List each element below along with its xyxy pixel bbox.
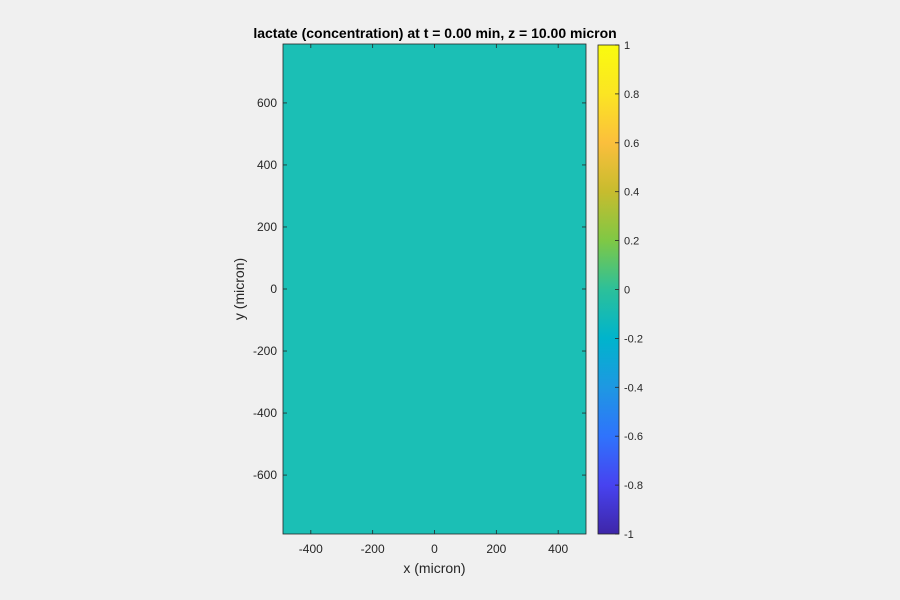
colorbar-tick-label: -0.6 xyxy=(624,431,643,443)
colorbar-tick-label: -0.4 xyxy=(624,382,643,394)
y-tick-label: 600 xyxy=(257,96,277,110)
heatmap-field xyxy=(283,44,586,534)
x-tick-label: -400 xyxy=(299,542,323,556)
colorbar-tick-label: 0.4 xyxy=(624,187,639,199)
y-tick-label: -600 xyxy=(253,468,277,482)
y-tick-label: -200 xyxy=(253,344,277,358)
x-axis-ticks: -400 -200 0 200 400 xyxy=(299,44,569,556)
colorbar-tick-label: 0.2 xyxy=(624,236,639,248)
colorbar-tick-label: -1 xyxy=(624,529,634,541)
colorbar-tick-label: 1 xyxy=(624,40,630,52)
chart-title: lactate (concentration) at t = 0.00 min,… xyxy=(253,25,616,41)
x-tick-label: -200 xyxy=(361,542,385,556)
x-axis-label: x (micron) xyxy=(403,560,465,576)
y-tick-label: 0 xyxy=(270,282,277,296)
plot-axes-box xyxy=(282,43,587,535)
colorbar-tick-label: 0.8 xyxy=(624,89,639,101)
y-tick-label: -400 xyxy=(253,406,277,420)
colorbar-tick-label: 0.6 xyxy=(624,138,639,150)
x-tick-label: 400 xyxy=(548,542,568,556)
colorbar-tick-label: -0.8 xyxy=(624,480,643,492)
y-axis-label: y (micron) xyxy=(231,258,247,320)
colorbar-ticks: -1 -0.8 -0.6 -0.4 -0.2 0 0.2 0.4 0.6 0.8 1 xyxy=(615,40,643,541)
y-tick-label: 400 xyxy=(257,158,277,172)
colorbar-tick-label: 0 xyxy=(624,285,630,297)
colorbar-tick-label: -0.2 xyxy=(624,333,643,345)
y-tick-label: 200 xyxy=(257,220,277,234)
x-tick-label: 0 xyxy=(431,542,438,556)
x-tick-label: 200 xyxy=(486,542,506,556)
y-axis-ticks: -600 -400 -200 0 200 400 600 xyxy=(253,96,586,482)
